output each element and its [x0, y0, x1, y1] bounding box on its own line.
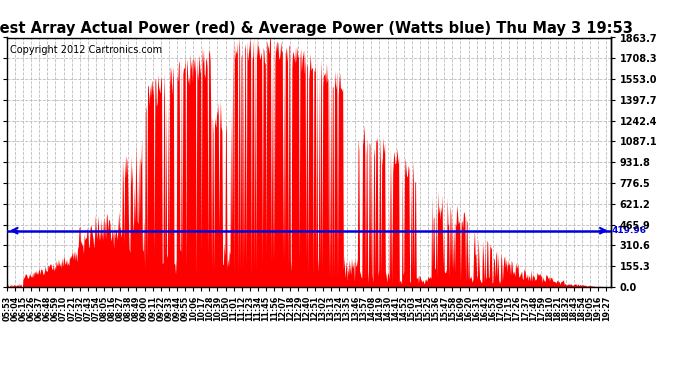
Text: Copyright 2012 Cartronics.com: Copyright 2012 Cartronics.com: [10, 45, 162, 55]
Text: 419.96: 419.96: [611, 226, 647, 235]
Title: West Array Actual Power (red) & Average Power (Watts blue) Thu May 3 19:53: West Array Actual Power (red) & Average …: [0, 21, 633, 36]
